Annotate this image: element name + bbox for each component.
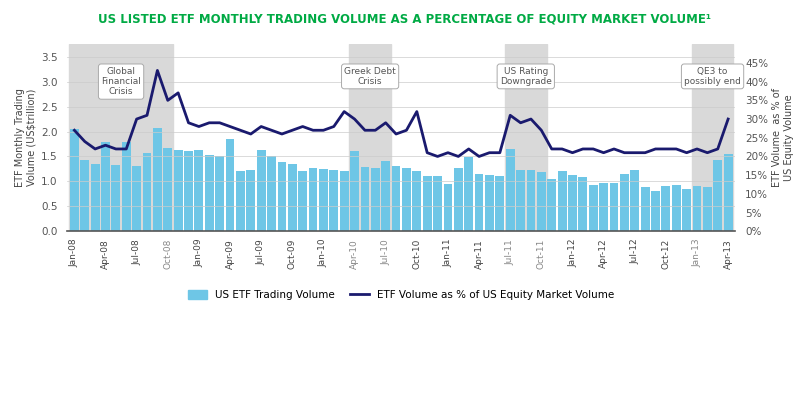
Bar	[557, 171, 566, 231]
Bar	[485, 176, 493, 231]
Bar	[714, 161, 722, 231]
Bar	[91, 164, 100, 231]
Bar	[319, 169, 328, 231]
Bar	[112, 166, 121, 231]
Bar	[80, 160, 89, 231]
Bar	[288, 164, 297, 231]
Bar	[184, 151, 193, 231]
Bar	[267, 156, 276, 231]
Bar	[174, 150, 183, 231]
Bar	[506, 149, 515, 231]
Bar	[361, 167, 370, 231]
Bar	[516, 171, 525, 231]
Bar	[423, 176, 432, 231]
Bar	[505, 44, 547, 231]
Bar	[350, 151, 359, 231]
Bar	[662, 186, 671, 231]
Bar	[693, 186, 701, 231]
Bar	[495, 176, 504, 231]
Bar	[226, 139, 235, 231]
Bar	[247, 171, 255, 231]
Bar	[651, 191, 660, 231]
Bar	[620, 174, 629, 231]
Bar	[724, 154, 732, 231]
Bar	[329, 171, 338, 231]
Text: US Rating
Downgrade: US Rating Downgrade	[500, 67, 552, 86]
Bar	[537, 172, 546, 231]
Bar	[548, 179, 556, 231]
Bar	[101, 143, 110, 231]
Bar	[256, 150, 265, 231]
Bar	[340, 171, 349, 231]
Bar	[236, 171, 245, 231]
Bar	[277, 163, 286, 231]
Bar	[132, 166, 141, 231]
Bar	[475, 174, 484, 231]
Text: US LISTED ETF MONTHLY TRADING VOLUME AS A PERCENTAGE OF EQUITY MARKET VOLUME¹: US LISTED ETF MONTHLY TRADING VOLUME AS …	[98, 13, 711, 25]
Legend: US ETF Trading Volume, ETF Volume as % of US Equity Market Volume: US ETF Trading Volume, ETF Volume as % o…	[184, 286, 619, 305]
Text: Global
Financial
Crisis: Global Financial Crisis	[101, 67, 141, 97]
Bar	[122, 143, 131, 231]
Bar	[671, 185, 680, 231]
Text: Greek Debt
Crisis: Greek Debt Crisis	[345, 67, 396, 86]
Bar	[692, 44, 733, 231]
Bar	[392, 166, 400, 231]
Bar	[433, 176, 442, 231]
Bar	[589, 185, 598, 231]
Bar	[641, 187, 650, 231]
Bar	[381, 161, 390, 231]
Bar	[215, 156, 224, 231]
Bar	[153, 127, 162, 231]
Bar	[402, 168, 411, 231]
Bar	[70, 129, 78, 231]
Bar	[454, 168, 463, 231]
Bar	[70, 44, 173, 231]
Bar	[309, 168, 317, 231]
Bar	[682, 189, 691, 231]
Bar	[371, 168, 379, 231]
Y-axis label: ETF Monthly Trading
Volume (US$trillion): ETF Monthly Trading Volume (US$trillion)	[15, 88, 36, 187]
Bar	[527, 171, 536, 231]
Bar	[703, 187, 712, 231]
Bar	[630, 171, 639, 231]
Bar	[194, 150, 203, 231]
Bar	[578, 177, 587, 231]
Bar	[443, 184, 452, 231]
Bar	[568, 175, 577, 231]
Bar	[413, 171, 421, 231]
Bar	[609, 183, 618, 231]
Bar	[599, 184, 608, 231]
Bar	[205, 155, 214, 231]
Y-axis label: ETF Volume  as % of
US Equity Volume: ETF Volume as % of US Equity Volume	[773, 88, 794, 187]
Text: QE3 to
possibly end: QE3 to possibly end	[684, 67, 741, 86]
Bar	[349, 44, 391, 231]
Bar	[464, 158, 473, 231]
Bar	[142, 153, 151, 231]
Bar	[163, 148, 172, 231]
Bar	[299, 171, 307, 231]
